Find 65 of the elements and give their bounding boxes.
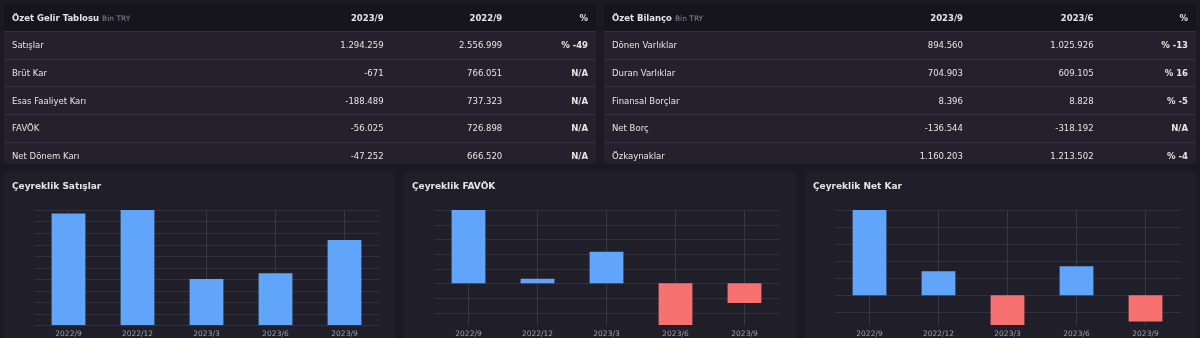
text: -47.252 bbox=[349, 150, 385, 164]
bar bbox=[990, 295, 1025, 325]
text: 2022/9 bbox=[391, 4, 511, 32]
bar bbox=[258, 273, 293, 325]
text: -56.025 bbox=[272, 114, 392, 143]
bar bbox=[1059, 266, 1094, 296]
text: % bbox=[1101, 4, 1196, 32]
text: Dönen Varlıklar bbox=[604, 31, 841, 60]
text: -318.192 bbox=[970, 114, 1102, 143]
text: % -4 bbox=[1166, 150, 1189, 164]
text: 8.828 bbox=[970, 86, 1102, 115]
text: % -13 bbox=[1101, 31, 1196, 60]
text: Özet Bilanço bbox=[612, 12, 672, 23]
text: 737.323 bbox=[391, 86, 511, 115]
text: % -49 bbox=[510, 31, 596, 60]
text: % bbox=[510, 4, 596, 32]
text: 609.105 bbox=[970, 59, 1102, 87]
text: 1.294.259 bbox=[272, 31, 392, 60]
text: 726.898 bbox=[391, 114, 511, 143]
text: % -5 bbox=[1101, 86, 1196, 115]
text: N/A bbox=[510, 114, 596, 143]
bar bbox=[120, 210, 155, 325]
text: Özkaynaklar bbox=[611, 150, 666, 164]
text: N/A bbox=[510, 59, 596, 87]
text: Duran Varlıklar bbox=[604, 59, 841, 87]
bar bbox=[852, 210, 887, 296]
bar bbox=[189, 279, 224, 325]
text: FAVÖK bbox=[4, 114, 273, 143]
text: 766.051 bbox=[391, 59, 511, 87]
bar bbox=[658, 283, 693, 325]
text: N/A bbox=[1101, 114, 1196, 143]
text: 2023/9 bbox=[840, 4, 971, 32]
text: -671 bbox=[272, 59, 392, 87]
bar bbox=[51, 213, 86, 325]
text: 666.520 bbox=[466, 150, 504, 164]
text: 1.160.203 bbox=[918, 150, 964, 164]
chart-title: Çeyreklik Net Kar bbox=[812, 181, 903, 191]
bar bbox=[589, 251, 624, 284]
text: -188.489 bbox=[272, 86, 392, 115]
text: Brüt Kar bbox=[4, 59, 273, 87]
text: Net Dönem Karı bbox=[11, 150, 81, 164]
bar bbox=[451, 210, 486, 284]
text: 8.396 bbox=[840, 86, 971, 115]
text: Özet Gelir Tablosu bbox=[12, 12, 100, 23]
text: % 16 bbox=[1101, 59, 1196, 87]
text: 894.560 bbox=[840, 31, 971, 60]
text: Esas Faaliyet Karı bbox=[4, 86, 273, 115]
text: N/A bbox=[570, 150, 589, 164]
bar bbox=[921, 271, 956, 296]
text: Net Borç bbox=[604, 114, 841, 143]
bar bbox=[727, 283, 762, 304]
text: -136.544 bbox=[840, 114, 971, 143]
bar bbox=[1128, 295, 1163, 322]
text: 1.213.502 bbox=[1049, 150, 1095, 164]
text: 1.025.926 bbox=[970, 31, 1102, 60]
bar bbox=[327, 239, 362, 325]
text: N/A bbox=[510, 86, 596, 115]
chart-title: Çeyreklik Satışlar bbox=[12, 181, 102, 191]
text: 2.556.999 bbox=[391, 31, 511, 60]
text: 2023/9 bbox=[272, 4, 392, 32]
text: Satışlar bbox=[4, 31, 273, 60]
text: 704.903 bbox=[840, 59, 971, 87]
chart-title: Çeyreklik FAVÖK bbox=[412, 181, 497, 191]
text: Finansal Borçlar bbox=[604, 86, 841, 115]
text: 2023/6 bbox=[970, 4, 1102, 32]
